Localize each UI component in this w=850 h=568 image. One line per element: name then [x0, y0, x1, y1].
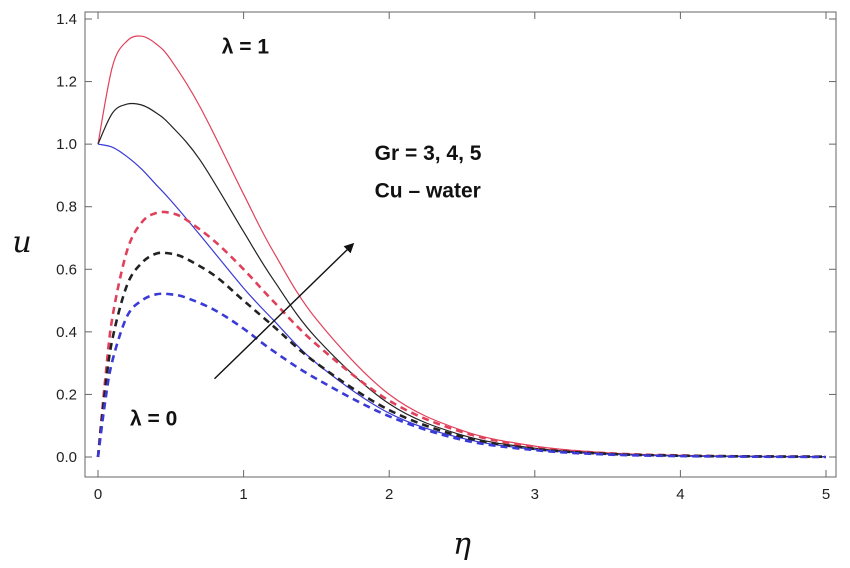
x-tick-label: 4 [676, 486, 684, 503]
x-tick-label: 2 [385, 486, 393, 503]
y-tick-label: 1.2 [56, 74, 77, 91]
x-tick-label: 3 [531, 486, 539, 503]
dashed-curve-5 [96, 251, 827, 458]
gr-increase-arrow [213, 242, 355, 380]
y-tick-label: 1.0 [56, 136, 77, 153]
fluid-label: Cu – water [375, 179, 481, 202]
lambda-zero-label: λ = 0 [130, 408, 177, 431]
y-tick-label: 0.6 [56, 261, 77, 278]
x-tick-label: 0 [94, 486, 102, 503]
y-tick-label: 1.4 [56, 11, 77, 28]
y-tick-label: 0.8 [56, 199, 77, 216]
dashed-curve-4 [96, 210, 827, 458]
x-tick-label: 1 [239, 486, 247, 503]
y-tick-label: 0.4 [56, 324, 77, 341]
solid-curve-1 [97, 35, 827, 458]
lambda-one-label: λ = 1 [222, 35, 270, 58]
x-axis-label: η [453, 527, 471, 562]
y-tick-label: 0.0 [56, 449, 77, 466]
y-axis-label: u [12, 225, 31, 260]
gr-values-label: Gr = 3, 4, 5 [375, 142, 482, 165]
y-tick-label: 0.2 [56, 386, 77, 403]
plot-frame [84, 11, 837, 478]
dashed-curve-6 [96, 292, 827, 459]
x-tick-label: 5 [822, 486, 830, 503]
